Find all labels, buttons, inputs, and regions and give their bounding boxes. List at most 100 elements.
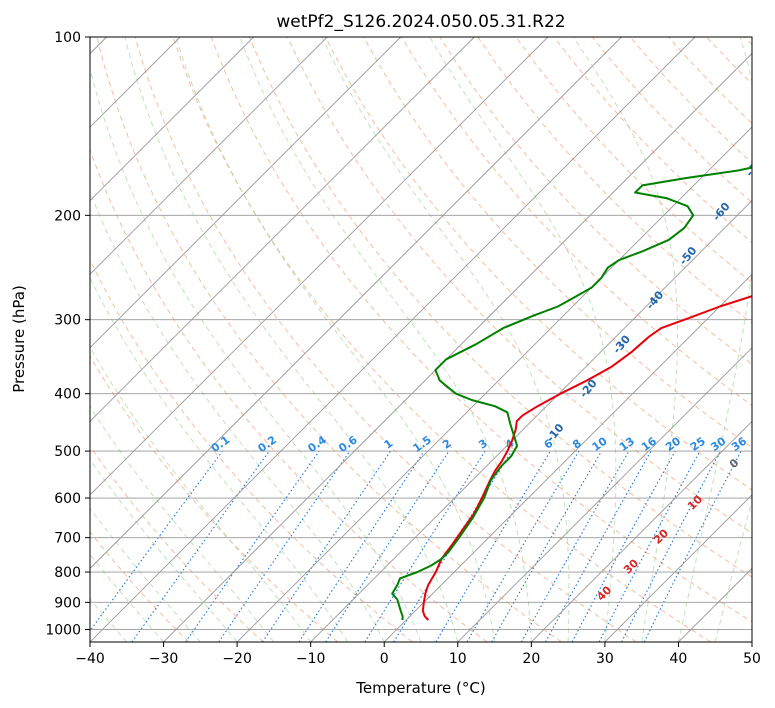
series-group: [391, 166, 752, 621]
isotherm: [531, 420, 752, 642]
mixing-ratio-line: [90, 450, 223, 632]
moist-adiabat: [751, 640, 752, 642]
isotherm: [90, 37, 622, 570]
isotherm: [383, 273, 752, 642]
dry-adiabat-label: 10: [685, 492, 705, 512]
moist-adiabat: [90, 346, 312, 642]
mixing-ratio-line: [185, 450, 320, 642]
mixing-ratio-line: [325, 450, 450, 642]
x-tick-label: −10: [296, 651, 326, 667]
moist-adiabat-label: -60: [710, 200, 733, 224]
x-tick-label: 0: [380, 651, 389, 667]
dry-adiabat: [90, 531, 190, 642]
moist-adiabat-label: -70: [743, 155, 766, 179]
mixing-ratio-label: 0.2: [256, 433, 279, 455]
isotherm: [236, 126, 752, 642]
moist-adiabat: [90, 507, 201, 642]
mixing-ratio-line: [521, 450, 630, 642]
moist-adiabat: [90, 405, 275, 642]
grid: [90, 37, 752, 642]
mixing-ratio-line: [262, 450, 391, 642]
isotherm: [457, 347, 752, 642]
moist-adiabat: [573, 37, 678, 642]
y-tick-label: 200: [54, 208, 81, 224]
moist-adiabat: [239, 37, 532, 642]
isotherm: [90, 37, 549, 496]
x-tick-label: −30: [149, 651, 179, 667]
isotherm: [90, 37, 254, 202]
temperature-line: [421, 295, 752, 621]
y-tick-label: 700: [54, 531, 81, 547]
dry-adiabat: [401, 37, 752, 407]
moist-adiabat: [429, 37, 617, 642]
moist-adiabat: [124, 37, 459, 642]
mixing-ratio-line: [364, 450, 486, 642]
isotherm: [90, 37, 402, 349]
mixing-ratio-label: 1.5: [410, 433, 433, 455]
dry-adiabat: [744, 37, 752, 46]
dry-adiabat: [90, 445, 264, 642]
dry-adiabat: [629, 37, 752, 164]
dry-adiabat: [515, 37, 752, 284]
moist-adiabat: [677, 37, 752, 642]
dry-adiabat-label: 0: [727, 456, 742, 471]
mixing-ratio-label: 2: [440, 437, 454, 452]
x-tick-label: −20: [222, 651, 252, 667]
x-tick-label: 20: [522, 651, 540, 667]
x-axis-title: Temperature (°C): [355, 679, 485, 697]
background-lines: [90, 37, 752, 642]
x-tick-label: 40: [670, 651, 688, 667]
y-tick-label: 800: [54, 565, 81, 581]
isotherm: [751, 641, 752, 642]
moist-adiabat: [90, 66, 422, 642]
dry-adiabat: [668, 37, 752, 125]
mixing-ratio-line: [571, 450, 676, 642]
moist-adiabat: [90, 458, 238, 642]
dry-adiabat: [210, 37, 752, 623]
dry-adiabat: [90, 148, 488, 642]
moist-adiabat-label: -40: [644, 288, 667, 312]
y-tick-label: 1000: [45, 622, 81, 638]
dewpoint-line: [391, 166, 752, 621]
isotherm: [678, 567, 752, 642]
dry-adiabat: [96, 37, 562, 642]
moist-adiabat: [90, 553, 164, 642]
dry-adiabat: [90, 355, 339, 642]
axes: −40 −30 −20 −10 0 10 20 30 40 5010020030040050060…: [45, 30, 761, 667]
mixing-ratio-line: [643, 450, 742, 642]
y-axis-title: Pressure (hPa): [10, 285, 28, 393]
moist-adiabat: [90, 190, 385, 642]
mixing-ratio-label: 0.1: [209, 433, 232, 455]
moist-adiabat: [175, 37, 496, 642]
y-tick-label: 300: [54, 313, 81, 329]
moist-adiabat: [90, 276, 348, 642]
isotherm: [604, 494, 752, 642]
y-tick-label: 500: [54, 444, 81, 460]
isotherm: [90, 37, 696, 642]
x-tick-label: 50: [743, 651, 761, 667]
plot-frame: [89, 36, 753, 643]
x-tick-label: −40: [75, 651, 105, 667]
dry-adiabat: [134, 37, 637, 642]
moist-adiabat: [321, 37, 570, 642]
mixing-ratio-line: [131, 450, 270, 642]
y-tick-label: 600: [54, 491, 81, 507]
dry-adiabat-label: 20: [651, 526, 671, 546]
dry-adiabat: [439, 37, 752, 365]
background-labels: 0.10.20.40.611.52346810131620253036-100-…: [209, 155, 766, 603]
dry-adiabat: [90, 258, 413, 642]
mixing-ratio-line: [545, 450, 652, 642]
isotherm: [163, 52, 752, 642]
mixing-ratio-line: [298, 450, 425, 642]
mixing-ratio-line: [466, 450, 580, 642]
x-tick-label: 30: [596, 651, 614, 667]
dry-adiabat: [706, 37, 752, 85]
x-tick-label: 10: [449, 651, 467, 667]
dry-adiabat-label: 30: [621, 556, 641, 576]
isotherm: [310, 200, 752, 642]
mixing-ratio-label: 0.4: [305, 433, 329, 455]
mixing-ratio-label: 3: [476, 437, 490, 452]
moist-adiabat-label: -50: [677, 244, 700, 268]
moist-adiabat: [714, 498, 752, 642]
